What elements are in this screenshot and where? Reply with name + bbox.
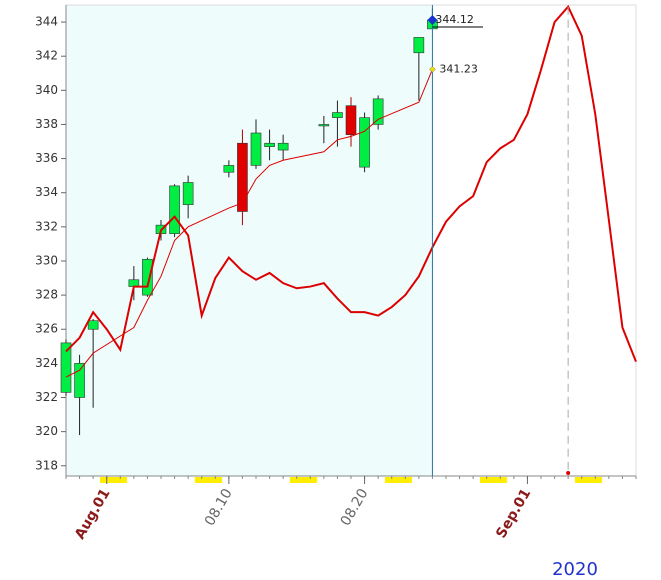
ma-label: 341.23 xyxy=(439,62,478,75)
candle-body xyxy=(128,279,140,287)
candle-body xyxy=(169,185,180,234)
candle-body xyxy=(359,117,370,168)
y-tick-label: 342 xyxy=(35,49,58,63)
candle-body xyxy=(345,105,357,135)
weekend-marker xyxy=(398,477,413,483)
x-tick-label: 08.20 xyxy=(338,486,372,529)
candle-body xyxy=(250,132,262,166)
candle-body xyxy=(237,142,248,212)
y-tick-label: 340 xyxy=(35,83,58,97)
price-marker xyxy=(427,15,438,26)
y-tick-label: 326 xyxy=(35,322,58,336)
weekend-marker xyxy=(113,477,128,483)
candle-body xyxy=(60,342,72,393)
candle-body xyxy=(332,112,343,118)
candle-body xyxy=(277,142,289,151)
weekend-marker xyxy=(479,477,494,483)
price-label: 344.12 xyxy=(435,13,474,26)
line-series xyxy=(65,4,637,363)
weekend-marker xyxy=(303,477,318,483)
y-tick-label: 344 xyxy=(35,15,58,29)
candle-body xyxy=(223,165,235,173)
y-tick-label: 332 xyxy=(35,219,58,233)
candle-body xyxy=(142,258,153,296)
y-tick-label: 328 xyxy=(35,288,58,302)
x-tick-label: Aug.01 xyxy=(72,486,114,542)
candle-body xyxy=(182,182,194,205)
x-tick-label: Sep.01 xyxy=(493,486,534,541)
y-tick-label: 324 xyxy=(35,356,58,370)
candle-body xyxy=(74,363,85,398)
y-tick-label: 318 xyxy=(35,458,58,472)
candle-body xyxy=(87,320,99,330)
weekend-marker xyxy=(208,477,223,483)
y-tick-label: 322 xyxy=(35,390,58,404)
y-tick-label: 338 xyxy=(35,117,58,131)
weekend-marker xyxy=(588,477,603,483)
y-tick-label: 320 xyxy=(35,424,58,438)
year-label: 2020 xyxy=(552,559,598,580)
ma-marker xyxy=(429,65,436,73)
x-tick-label: 08.10 xyxy=(202,486,236,529)
candle-body xyxy=(318,124,330,127)
history-area xyxy=(66,5,433,476)
y-tick-label: 336 xyxy=(35,151,58,165)
candle-body xyxy=(413,37,425,54)
y-tick-label: 330 xyxy=(35,253,58,267)
weekend-marker xyxy=(574,477,589,483)
weekend-marker xyxy=(384,477,399,483)
weekend-marker xyxy=(493,477,508,483)
peak-dot xyxy=(566,471,571,475)
weekend-marker xyxy=(194,477,209,483)
candle-body xyxy=(264,142,275,147)
line-series xyxy=(65,69,433,378)
y-tick-label: 334 xyxy=(35,185,58,199)
candle-body xyxy=(372,98,384,125)
weekend-marker xyxy=(289,477,304,483)
